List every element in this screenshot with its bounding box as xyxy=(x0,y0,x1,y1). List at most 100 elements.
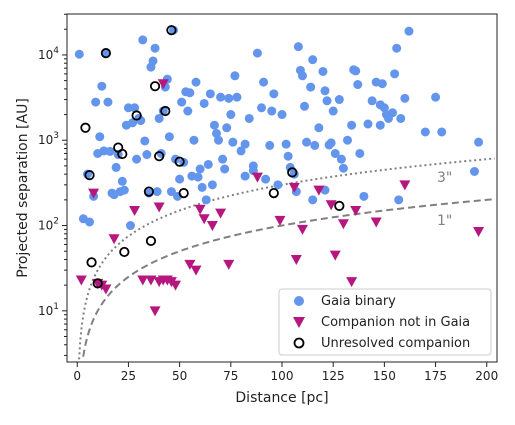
gaia-binary-point xyxy=(105,146,115,156)
gaia-binary-point xyxy=(177,97,187,107)
gaia-binary-point xyxy=(396,113,406,123)
gaia-binary-point xyxy=(101,48,111,58)
companion-not-in-gaia-point xyxy=(399,180,411,191)
companion-not-in-gaia-point xyxy=(100,284,112,295)
gaia-binary-point xyxy=(240,139,250,149)
companion-not-in-gaia-point xyxy=(206,221,218,232)
gaia-binary-point xyxy=(267,106,277,116)
gaia-binary-point xyxy=(328,106,338,116)
legend-label-unresolved-companion: Unresolved companion xyxy=(321,336,470,351)
gaia-binary-point xyxy=(259,77,269,87)
unresolved-companion-point xyxy=(178,188,189,199)
gaia-binary-point xyxy=(283,151,293,161)
companion-not-in-gaia-point xyxy=(337,219,349,230)
gaia-binary-point xyxy=(347,120,357,130)
separation-curve-1-arcsec xyxy=(82,198,495,357)
y-tick-label: 101 xyxy=(38,302,59,318)
gaia-binary-point xyxy=(281,139,291,149)
gaia-binary-point xyxy=(400,93,410,103)
gaia-binary-point xyxy=(164,132,174,142)
gaia-binary-point xyxy=(218,154,228,164)
gaia-binary-point xyxy=(359,191,369,201)
gaia-binary-point xyxy=(349,65,359,75)
gaia-binary-point xyxy=(119,185,129,195)
gaia-binary-point xyxy=(197,182,207,192)
companion-not-in-gaia-point xyxy=(157,79,169,90)
gaia-binary-point xyxy=(228,137,238,147)
gaia-binary-point xyxy=(150,43,160,53)
unresolved-companion-point xyxy=(149,81,161,92)
unresolved-companion-point xyxy=(145,235,157,247)
companion-not-in-gaia-point xyxy=(88,188,100,199)
companion-not-in-gaia-point xyxy=(194,204,206,215)
y-axis-label: Projected separation [AU] xyxy=(15,98,31,278)
gaia-binary-point xyxy=(404,26,414,36)
gaia-binary-point xyxy=(261,174,271,184)
companion-not-in-gaia-point xyxy=(149,306,161,317)
gaia-binary-point xyxy=(193,172,203,182)
legend: Gaia binary Companion not in Gaia Unreso… xyxy=(278,288,492,356)
unresolved-companion-point xyxy=(100,48,112,59)
gaia-binary-point xyxy=(431,92,441,102)
gaia-binary-point xyxy=(117,176,127,186)
y-tick-label: 103 xyxy=(38,131,59,147)
gaia-binary-point xyxy=(334,95,344,105)
gaia-binary-point xyxy=(230,71,240,81)
companion-not-in-gaia-point xyxy=(251,172,263,183)
gaia-binary-point xyxy=(338,163,348,173)
gaia-binary-point xyxy=(91,97,101,107)
gaia-binary-point xyxy=(330,148,340,158)
gaia-binary-point xyxy=(306,82,316,92)
gaia-binary-point xyxy=(199,98,209,108)
gaia-binary-point xyxy=(265,140,275,150)
x-tick-label: 50 xyxy=(172,369,187,383)
legend-marker-unresolved-companion xyxy=(293,337,305,349)
legend-marker-gaia-binary xyxy=(294,296,304,306)
gaia-binary-point xyxy=(140,136,150,146)
companion-not-in-gaia-point xyxy=(190,265,202,276)
gaia-binary-point xyxy=(236,146,246,156)
unresolved-companion-point xyxy=(143,186,154,197)
unresolved-companion-point xyxy=(119,246,130,258)
companion-not-in-gaia-point xyxy=(313,185,325,196)
gaia-binary-point xyxy=(95,132,105,142)
gaia-binary-point xyxy=(353,80,363,90)
companion-not-in-gaia-point xyxy=(325,200,337,211)
gaia-binary-point xyxy=(308,195,318,205)
companion-not-in-gaia-point xyxy=(108,234,120,245)
gaia-binary-point xyxy=(377,79,387,89)
axes: 0 25 50 75 100 125 150 175 200 101 102 103 104 xyxy=(38,13,498,383)
x-tick-label: 100 xyxy=(271,369,294,383)
gaia-binary-point xyxy=(394,195,404,205)
unresolved-companion-point xyxy=(334,200,345,211)
companion-not-in-gaia-point xyxy=(184,259,196,270)
gaia-binary-point xyxy=(420,127,430,137)
gaia-binary-point xyxy=(343,135,353,145)
gaia-binary-point xyxy=(183,106,193,116)
gaia-binary-point xyxy=(189,135,199,145)
gaia-binary-point xyxy=(293,42,303,52)
gaia-binary-point xyxy=(209,120,219,130)
gaia-binary-point xyxy=(132,154,142,164)
unresolved-companion-point xyxy=(80,122,91,133)
gaia-binary-point xyxy=(240,171,250,181)
x-tick-label: 200 xyxy=(475,369,498,383)
gaia-binary-point xyxy=(85,217,95,227)
x-tick-label: 150 xyxy=(373,369,396,383)
companion-not-in-gaia-point xyxy=(290,254,302,265)
companion-not-in-gaia-point xyxy=(350,206,362,217)
companion-not-in-gaia-point xyxy=(129,206,141,217)
companion-not-in-gaia-point xyxy=(288,182,300,193)
companion-not-in-gaia-point xyxy=(370,217,382,228)
gaia-binary-point xyxy=(142,150,152,160)
gaia-binary-point xyxy=(224,93,234,103)
x-tick-label: 0 xyxy=(73,369,81,383)
gaia-binary-point xyxy=(388,108,398,118)
legend-marker-companion-not-in-gaia xyxy=(293,317,305,328)
unresolved-companion-point xyxy=(166,25,177,36)
gaia-binary-point xyxy=(203,159,213,169)
gaia-binary-point xyxy=(302,137,312,147)
gaia-binary-point xyxy=(211,128,221,138)
